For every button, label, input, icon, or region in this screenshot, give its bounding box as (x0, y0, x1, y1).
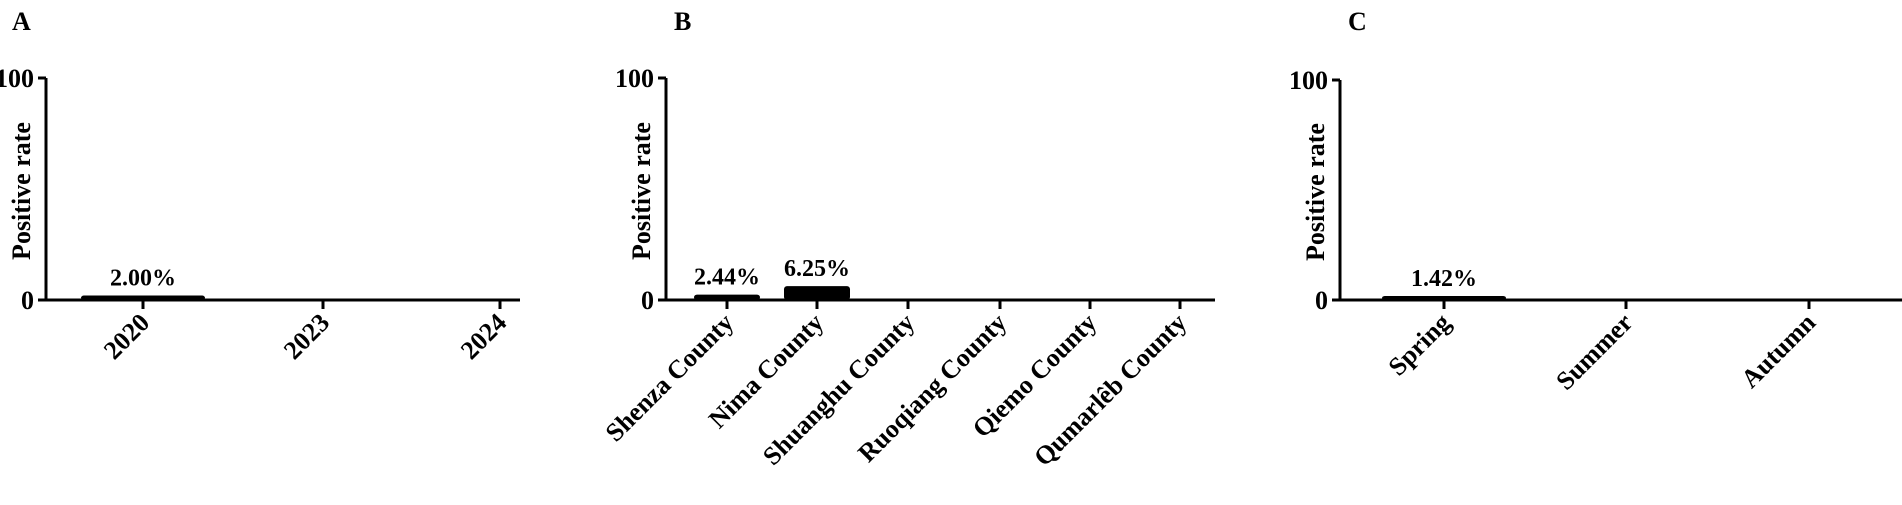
panel-c: C 0 100 Positive rate 1.42% Spring Summer Autum… (1289, 7, 1902, 396)
y-tick-label: 100 (1289, 66, 1328, 95)
y-axis-label: Positive rate (1301, 123, 1330, 261)
y-tick-label: 100 (615, 64, 654, 93)
x-tick-label: 2020 (98, 308, 155, 365)
x-tick-label: Autumn (1735, 307, 1821, 393)
y-tick-label: 100 (0, 64, 34, 93)
panel-a: A 0 100 Positive rate 2.00% 2020 2023 2024 (0, 7, 520, 365)
x-tick-label: Shuanghu County (757, 308, 920, 471)
bar (81, 295, 205, 300)
y-axis-label: Positive rate (7, 122, 36, 260)
panel-label: C (1348, 7, 1367, 36)
y-tick-label: 0 (641, 286, 654, 315)
data-label: 6.25% (784, 256, 850, 282)
bar (1382, 296, 1506, 300)
panel-label: B (674, 7, 691, 36)
x-tick-label: 2024 (455, 308, 512, 365)
data-label: 2.44% (694, 265, 760, 291)
y-tick-label: 0 (21, 286, 34, 315)
y-axis-label: Positive rate (627, 122, 656, 260)
x-tick-label: Spring (1383, 308, 1457, 382)
bar (694, 294, 760, 300)
bar (784, 286, 850, 300)
data-label: 1.42% (1411, 266, 1477, 292)
data-label: 2.00% (110, 266, 176, 292)
x-tick-label: 2023 (278, 308, 335, 365)
x-tick-label: Summer (1550, 308, 1638, 396)
panel-label: A (12, 7, 31, 36)
x-tick-label: Qumarlêb County (1028, 308, 1192, 472)
y-tick-label: 0 (1315, 286, 1328, 315)
